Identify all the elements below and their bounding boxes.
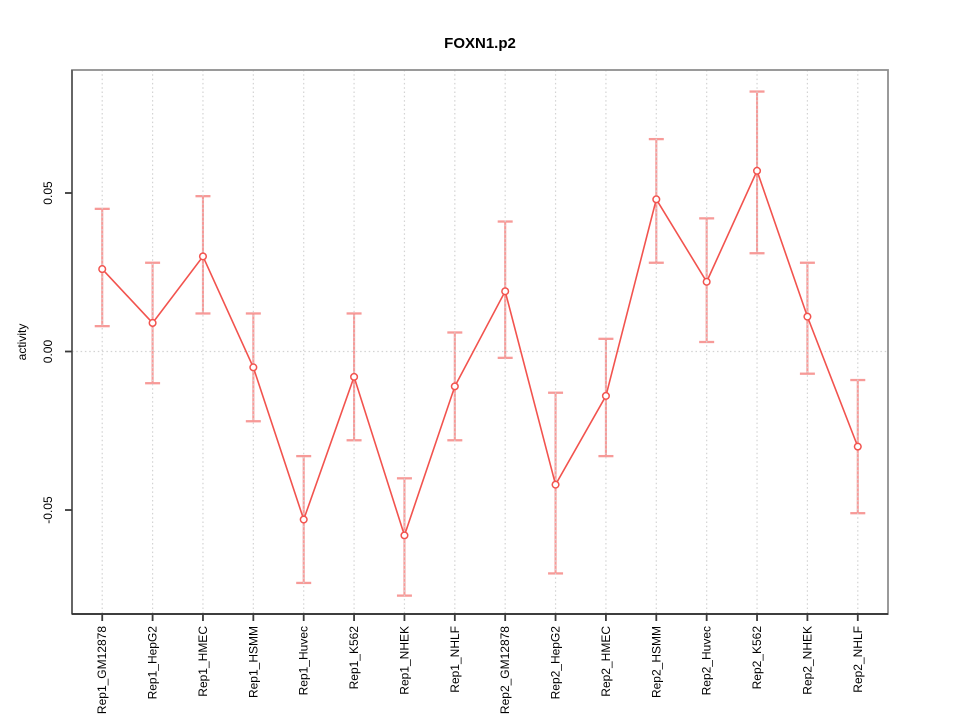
- chart-title: FOXN1.p2: [444, 35, 516, 52]
- data-point: [752, 166, 762, 175]
- data-point: [551, 480, 560, 489]
- data-point: [400, 531, 409, 540]
- x-tick-label: Rep1_HepG2: [146, 626, 160, 700]
- x-tick-label: Rep1_NHEK: [397, 626, 411, 695]
- data-point: [702, 277, 711, 286]
- data-point: [803, 312, 812, 321]
- x-tick-label: Rep2_HMEC: [599, 626, 613, 697]
- x-tick-label: Rep1_Huvec: [297, 626, 311, 695]
- y-tick-label: 0.00: [41, 340, 55, 364]
- plot-area: 0.05 0.00 -0.05 Rep1_GM12878 Rep1_HepG2 Rep1_…: [41, 69, 889, 714]
- x-tick-label: Rep2_GM12878: [498, 626, 512, 714]
- data-point: [501, 287, 510, 296]
- data-point: [652, 195, 661, 204]
- x-tick-label: Rep1_K562: [347, 626, 361, 690]
- y-tick-label: 0.05: [41, 181, 55, 205]
- y-tick-label: -0.05: [41, 496, 55, 524]
- x-tick-label: Rep2_Huvec: [700, 626, 714, 695]
- x-tick-label: Rep2_K562: [750, 626, 764, 690]
- x-tick-label: Rep2_NHEK: [800, 626, 814, 695]
- plot-frame: [71, 69, 889, 615]
- data-point: [601, 391, 610, 400]
- x-tick-label: Rep2_HepG2: [549, 626, 563, 700]
- series-line: [101, 168, 859, 538]
- data-point: [350, 372, 359, 381]
- data-point: [853, 442, 862, 451]
- x-tick-label: Rep2_NHLF: [851, 626, 865, 693]
- data-point: [450, 382, 459, 391]
- x-tick-label: Rep2_HSMM: [649, 626, 663, 698]
- x-tick-label: Rep1_GM12878: [95, 626, 109, 714]
- x-tick-label: Rep1_HSMM: [246, 626, 260, 698]
- data-point: [98, 265, 107, 274]
- x-tick-label: Rep1_NHLF: [448, 626, 462, 693]
- data-point: [148, 318, 157, 328]
- x-tick-label: Rep1_HMEC: [196, 626, 210, 697]
- data-point: [198, 252, 208, 261]
- y-axis-label: activity: [15, 324, 29, 361]
- data-point: [249, 363, 258, 372]
- data-point: [299, 515, 308, 524]
